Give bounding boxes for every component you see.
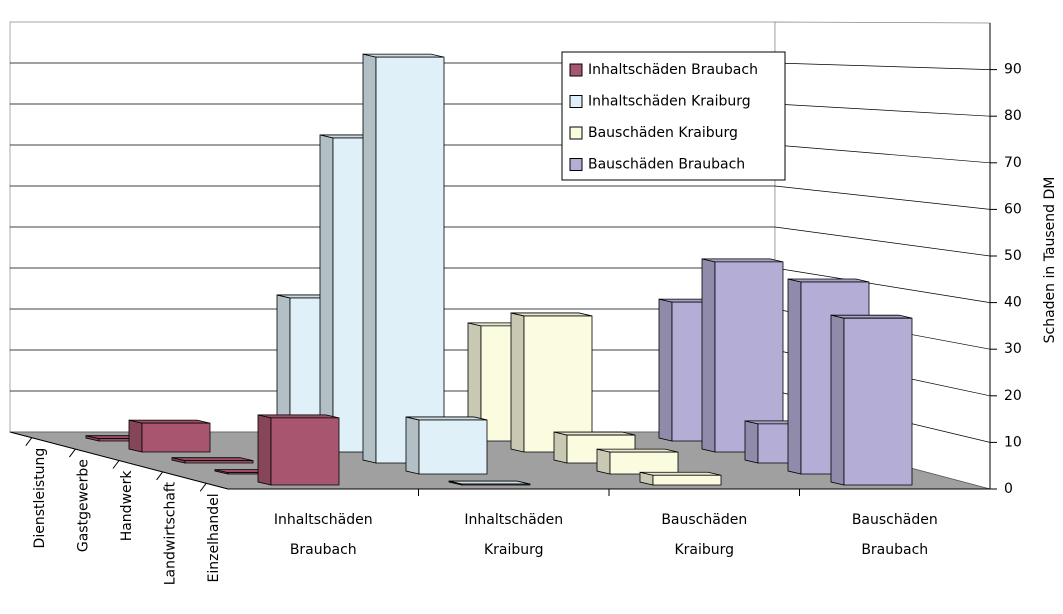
depth-label: Landwirtschaft <box>163 481 179 585</box>
bar-top <box>405 416 488 421</box>
depth-tick <box>199 482 207 492</box>
bar-front <box>375 56 445 464</box>
bar <box>510 312 593 453</box>
legend-label: Inhaltschäden Kraiburg <box>588 94 751 110</box>
x-tick-label: Braubach <box>290 542 357 558</box>
depth-tick <box>112 460 120 469</box>
bar-side <box>744 420 759 464</box>
depth-tick <box>156 471 164 481</box>
depth-tick <box>25 437 33 447</box>
bar-front <box>270 417 340 486</box>
bar-side <box>128 419 143 453</box>
bar-front <box>461 483 531 486</box>
legend-swatch <box>569 158 583 171</box>
y-tick-label: 60 <box>1004 201 1022 217</box>
x-tick-label: Bauschäden <box>661 512 747 528</box>
y-tick-label: 0 <box>1004 481 1013 497</box>
depth-label: Handwerk <box>119 470 135 542</box>
depth-label: Gastgewerbe <box>75 459 91 552</box>
bar-top <box>787 278 870 283</box>
bar-side <box>362 53 377 464</box>
bar <box>448 480 531 486</box>
bar-side <box>257 414 272 486</box>
bar <box>362 53 445 464</box>
bar-top <box>257 414 340 419</box>
y-tick-label: 90 <box>1004 62 1022 78</box>
bar-side <box>830 314 845 486</box>
bar-top <box>362 53 445 58</box>
bar-front <box>141 422 211 453</box>
grid-line <box>774 62 991 70</box>
bar-side <box>701 258 716 453</box>
bar <box>257 414 340 486</box>
bar-front <box>652 474 722 486</box>
x-tick-label: Inhaltschäden <box>464 512 563 528</box>
x-tick-label: Inhaltschäden <box>274 512 373 528</box>
x-tick-label: Bauschäden <box>852 512 938 528</box>
y-tick-label: 30 <box>1004 341 1022 357</box>
bar-top <box>830 314 913 319</box>
y-tick-label: 50 <box>1004 248 1022 264</box>
grid-line <box>774 226 991 257</box>
x-tick-label: Kraiburg <box>674 542 734 558</box>
y-axis-title: Schaden in Tausend DM <box>1042 177 1058 344</box>
y-tick-label: 20 <box>1004 388 1022 404</box>
bar-side <box>596 448 611 475</box>
bar-top <box>171 457 254 462</box>
legend-label: Inhaltschäden Braubach <box>588 62 758 78</box>
bar <box>701 258 784 453</box>
bar-top <box>510 312 593 317</box>
depth-tick <box>69 448 76 458</box>
grid-line <box>774 267 991 303</box>
y-tick-label: 80 <box>1004 108 1022 124</box>
bar-top <box>448 480 531 485</box>
legend-swatch <box>569 63 583 77</box>
bar-side <box>553 431 568 464</box>
grid-line <box>774 103 991 117</box>
bar-front <box>418 419 488 475</box>
legend-box <box>561 51 786 181</box>
bar-side <box>405 416 420 475</box>
y-tick-label: 10 <box>1004 434 1022 450</box>
bar-top <box>639 471 722 476</box>
bar <box>639 471 722 486</box>
legend-swatch <box>569 126 583 140</box>
depth-label: Einzelhandel <box>206 493 222 582</box>
bar <box>830 314 913 486</box>
legend-label: Bauschäden Kraiburg <box>588 125 738 141</box>
bar-top <box>128 419 211 424</box>
grid-line <box>774 144 991 164</box>
bar-top <box>701 258 784 263</box>
bar-side <box>510 312 525 453</box>
x-tick-label: Braubach <box>861 542 928 558</box>
bar-front <box>843 317 913 486</box>
bar-side <box>787 278 802 475</box>
depth-label: Dienstleistung <box>32 448 48 549</box>
y-tick-label: 70 <box>1004 155 1022 171</box>
bar-front <box>609 451 679 475</box>
y-tick-label: 40 <box>1004 295 1022 311</box>
legend-label: Bauschäden Braubach <box>588 157 745 173</box>
legend-swatch <box>569 95 583 108</box>
bar <box>405 416 488 475</box>
bar-front <box>523 315 593 453</box>
x-tick-label: Kraiburg <box>484 542 544 558</box>
bar <box>171 457 254 464</box>
bar-top <box>553 431 636 436</box>
bar-side <box>658 298 673 442</box>
bar <box>596 448 679 475</box>
bar-top <box>596 448 679 453</box>
bar-front <box>184 460 254 464</box>
grid-line <box>774 185 991 210</box>
bar-side <box>319 134 334 453</box>
bar <box>128 419 211 453</box>
